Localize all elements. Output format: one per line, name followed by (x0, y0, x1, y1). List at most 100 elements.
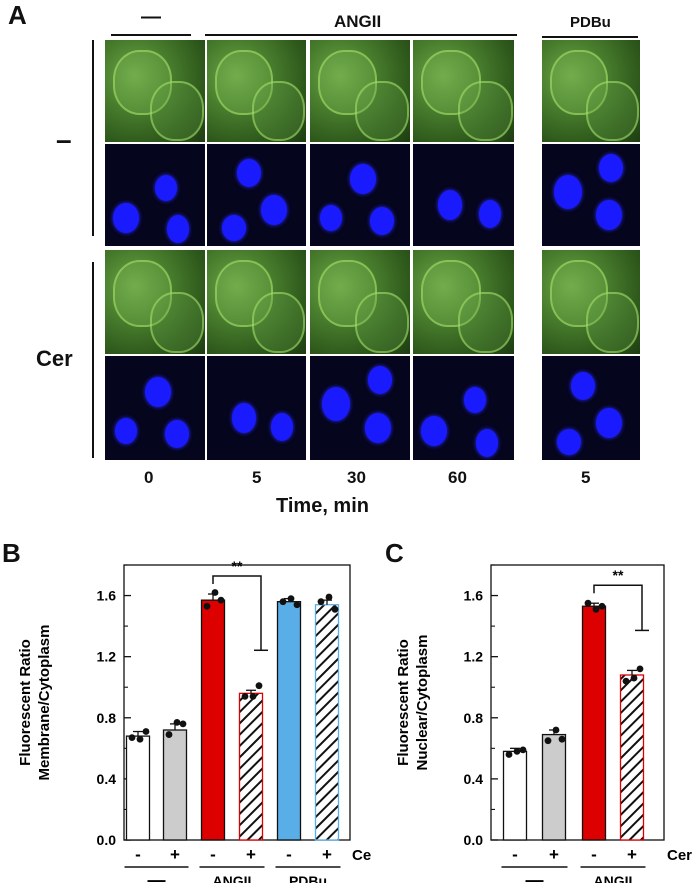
data-point (331, 605, 339, 613)
nucleus (145, 376, 171, 407)
y-axis-label-line: Fluorescent Ratio (17, 639, 34, 766)
header-control: — (141, 6, 161, 28)
data-point (552, 726, 560, 734)
nucleus (421, 416, 448, 447)
micrograph-dapi-cell (542, 144, 640, 246)
bar (541, 733, 567, 841)
data-point (173, 718, 181, 726)
micrograph-dapi-cell (413, 144, 514, 246)
micrograph-dapi-cell (105, 144, 205, 246)
nucleus (320, 205, 342, 232)
nucleus (598, 154, 623, 183)
nucleus (271, 413, 294, 442)
data-point (279, 598, 287, 606)
panel-a-label: A (8, 0, 27, 30)
time-axis-label: Time, min (276, 495, 369, 517)
header-line-pdbu (542, 36, 638, 38)
nucleus (595, 200, 622, 231)
data-point (317, 598, 325, 606)
time-tick: 0 (144, 468, 154, 487)
nucleus (322, 387, 350, 422)
nucleus (221, 215, 246, 242)
cer-sign-label: + (627, 845, 637, 864)
data-point (558, 735, 566, 743)
time-tick: 60 (448, 468, 467, 487)
nucleus (595, 408, 622, 438)
micrograph-dapi-cell (105, 356, 205, 460)
data-point (325, 593, 333, 601)
y-axis-label: Fluorescent Ratio Nuclear/Cytoplasm (395, 635, 431, 771)
group-label: — (148, 870, 166, 883)
y-axis-label-line: Membrane/Cytoplasm (36, 625, 53, 781)
bar (200, 599, 226, 841)
data-point (598, 602, 606, 610)
y-tick-label: 0.0 (97, 832, 117, 848)
nucleus (350, 164, 376, 195)
time-tick: 5 (252, 468, 262, 487)
data-point (241, 692, 249, 700)
nucleus (463, 387, 486, 414)
y-tick-label: 1.6 (464, 588, 484, 604)
micrograph-green-cell (105, 250, 205, 354)
data-point (165, 731, 173, 738)
micrograph-green-cell (413, 40, 514, 142)
data-point (505, 751, 513, 758)
header-pdbu: PDBu (570, 14, 611, 31)
data-point (293, 601, 301, 609)
nucleus (556, 428, 581, 455)
group-label: PDBu (289, 873, 327, 883)
panel-b-label: B (2, 538, 21, 568)
cer-sign-label: - (210, 845, 216, 864)
membrane-ratio-chart: 0.0 0.4 0.8 1.2 1.6 Fluorescent Ratio Membrane… (17, 558, 372, 883)
y-tick-label: 0.4 (464, 771, 484, 787)
nucleus (167, 215, 189, 244)
y-axis-label-line: Fluorescent Ratio (395, 639, 412, 766)
bar (238, 692, 264, 841)
row-label-cer: Cer (36, 346, 73, 371)
data-point (203, 602, 211, 610)
nuclear-ratio-chart: 0.0 0.4 0.8 1.2 1.6 Fluorescent Ratio Nuclear/… (395, 564, 692, 883)
panel-c-label: C (385, 538, 404, 568)
data-point (636, 665, 644, 673)
micrograph-dapi-cell (207, 356, 306, 460)
cer-axis-label: Cer (352, 847, 372, 864)
data-point (211, 589, 219, 596)
row-label-control: – (56, 124, 72, 155)
micrograph-green-cell (310, 40, 410, 142)
time-tick: 5 (581, 468, 591, 487)
cer-axis-label: Cer (667, 847, 692, 864)
nucleus (571, 371, 596, 400)
data-point (622, 677, 630, 685)
y-tick-label: 1.6 (97, 588, 117, 604)
y-axis-label-line: Nuclear/Cytoplasm (414, 635, 431, 771)
bar (162, 729, 188, 841)
micrograph-green-cell (207, 250, 306, 354)
micrograph-dapi-cell (542, 356, 640, 460)
y-tick-label: 0.0 (464, 832, 484, 848)
header-line-control (111, 34, 191, 36)
data-point (519, 746, 527, 754)
cer-sign-label: - (286, 845, 292, 864)
data-point (255, 682, 263, 690)
data-point (592, 605, 600, 613)
micrograph-green-cell (310, 250, 410, 354)
micrograph-green-cell (542, 250, 640, 354)
significance-bracket (212, 575, 262, 651)
header-angii: ANGII (334, 12, 382, 31)
nucleus (155, 174, 177, 201)
y-tick-label: 1.2 (464, 649, 484, 665)
data-point (142, 728, 150, 735)
cer-sign-label: + (549, 845, 559, 864)
header-line-angii (205, 34, 517, 36)
y-tick-label: 0.8 (464, 710, 484, 726)
cer-sign-label: - (135, 845, 141, 864)
row-bracket-bottom (92, 262, 94, 458)
bar (276, 601, 302, 841)
micrograph-green-cell (207, 40, 306, 142)
micrograph-dapi-cell (413, 356, 514, 460)
micrograph-green-cell (413, 250, 514, 354)
nucleus (368, 366, 392, 395)
nucleus (261, 195, 288, 225)
micrograph-dapi-cell (207, 144, 306, 246)
nucleus (370, 207, 394, 236)
